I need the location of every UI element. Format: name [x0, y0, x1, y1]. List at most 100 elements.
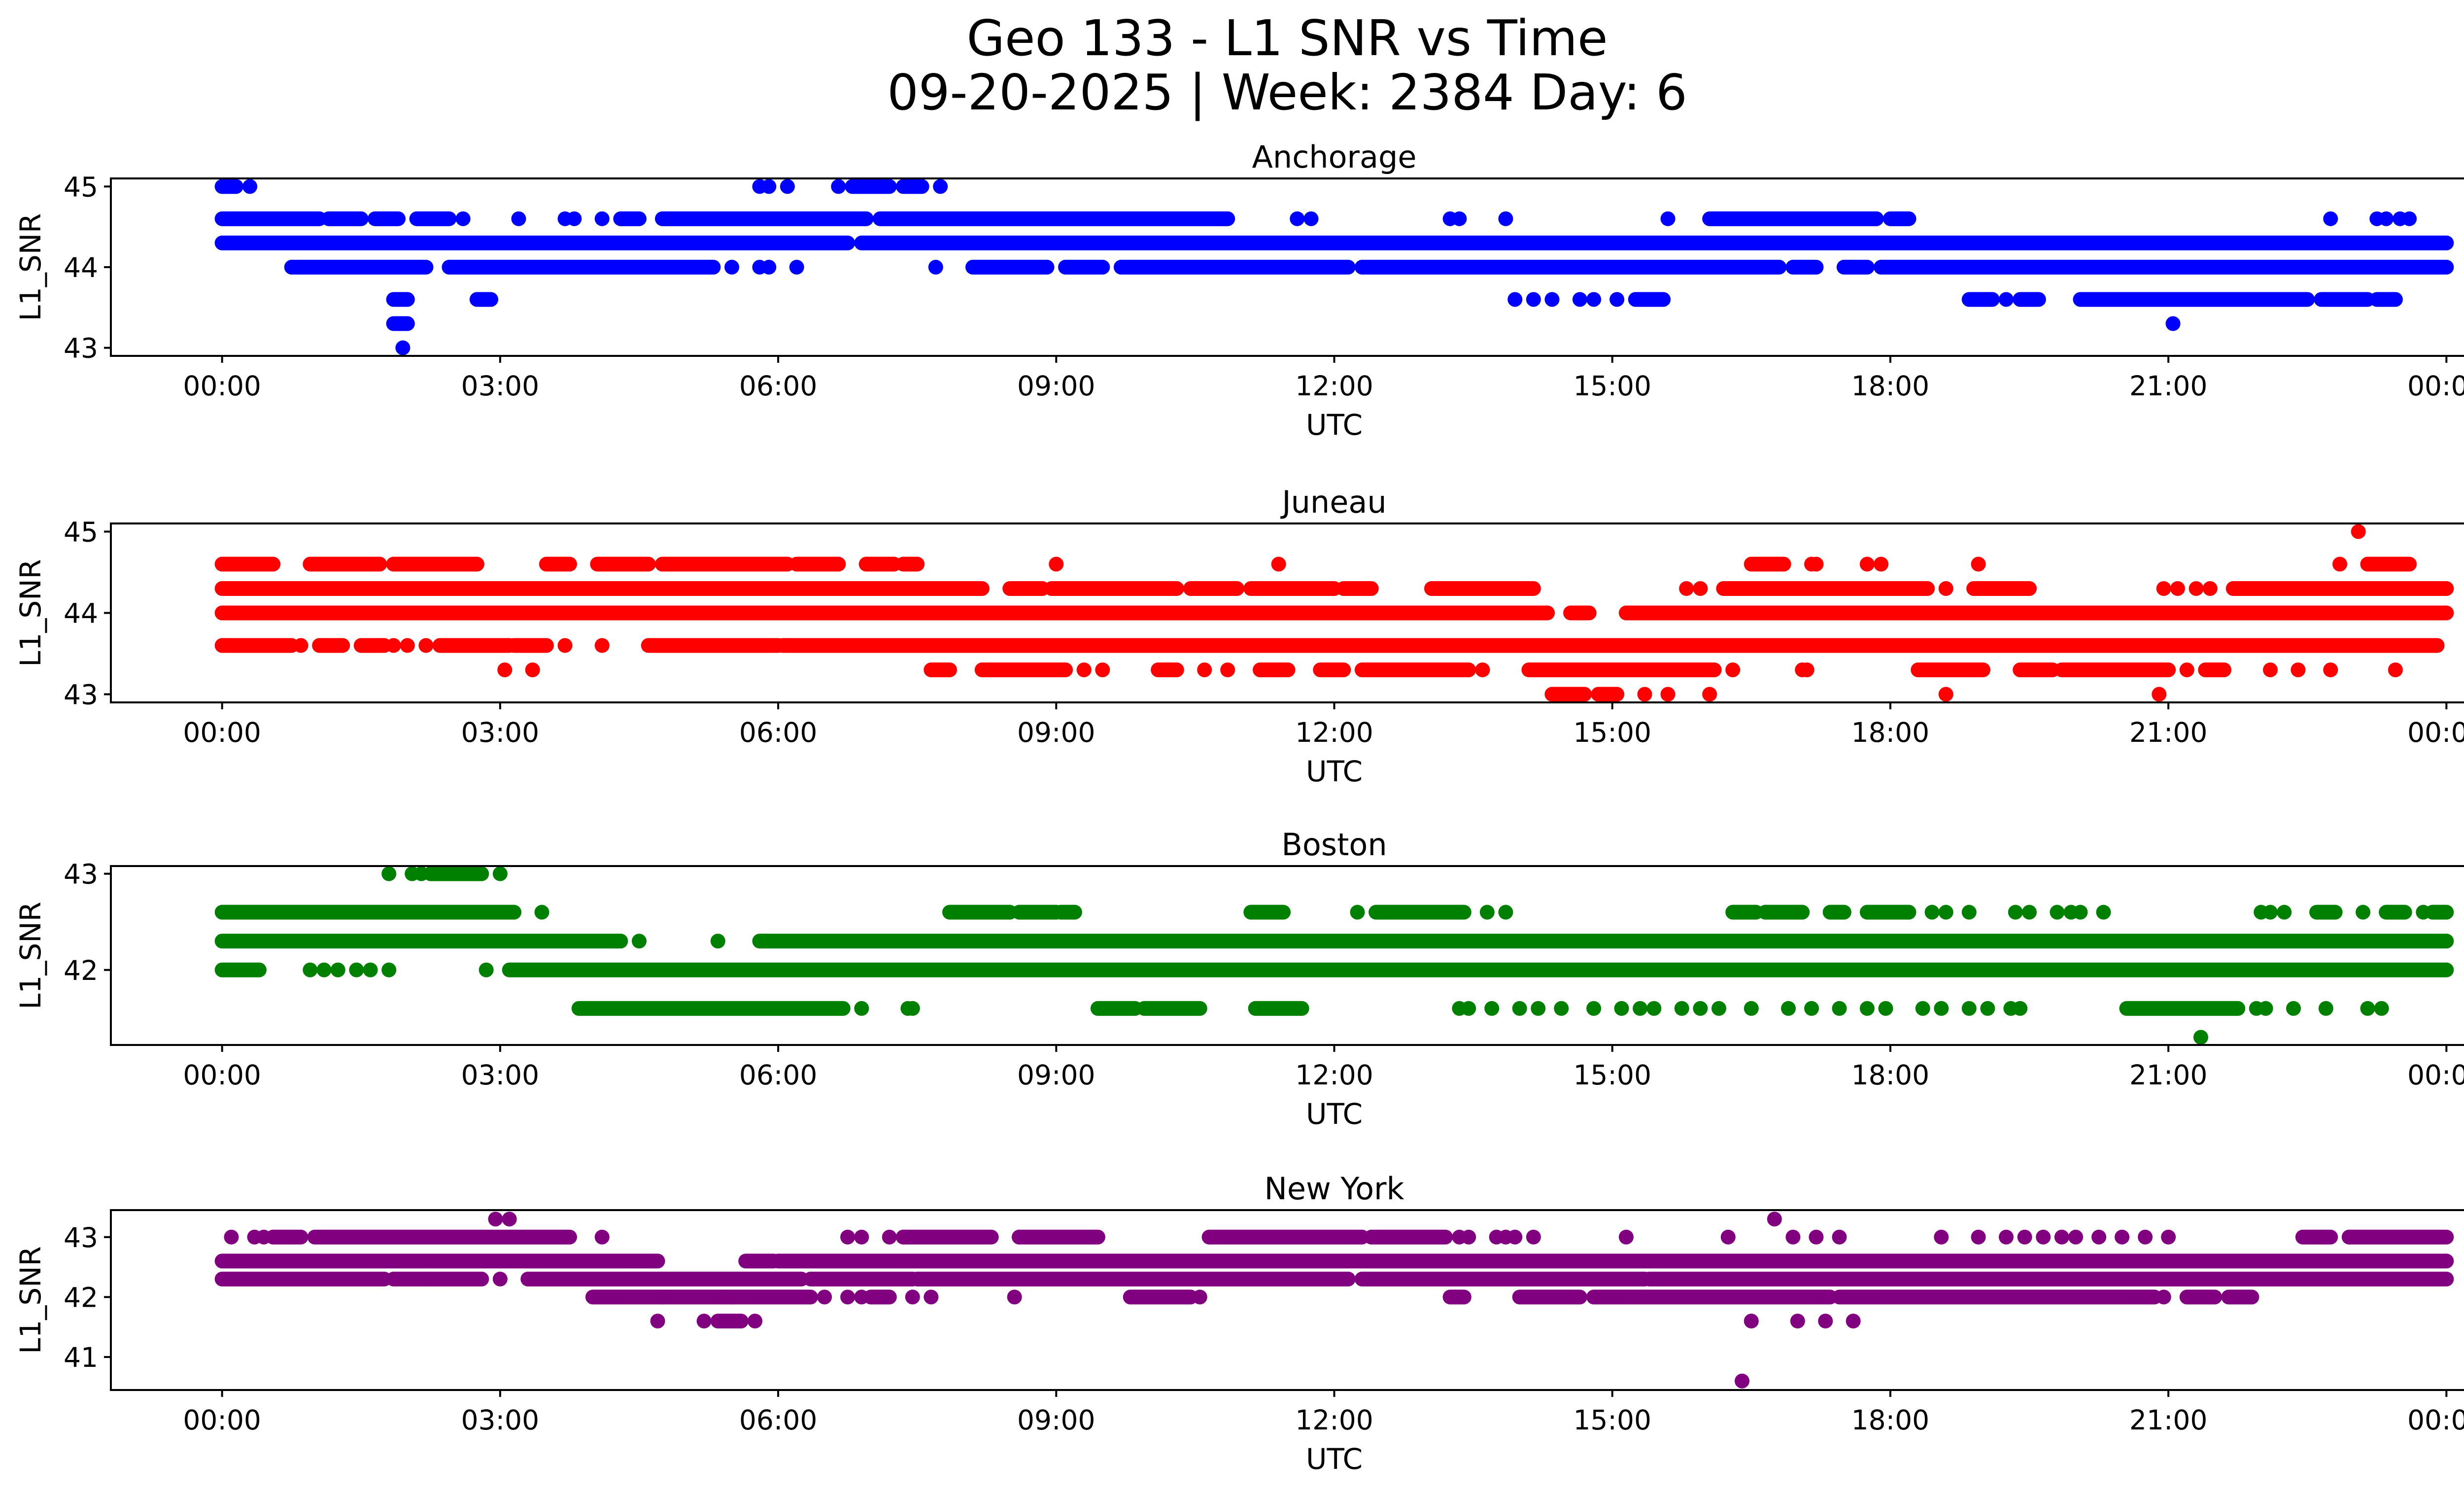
anchorage-point-44-6	[2379, 211, 2394, 226]
new-york-ytick-label: 43	[64, 1222, 98, 1253]
new-york-point-43	[256, 1229, 272, 1245]
boston-point-42-6	[2096, 904, 2111, 920]
anchorage-point-43-6	[1544, 292, 1560, 307]
boston-point-41-6	[1961, 1001, 1977, 1016]
anchorage-ytick-label: 43	[64, 333, 98, 364]
boston-ylabel: L1_SNR	[14, 902, 47, 1009]
juneau-point-43-3	[497, 662, 513, 677]
juneau-point-43-3	[1220, 662, 1235, 677]
boston-point-42	[303, 962, 318, 977]
boston-point-run-43	[423, 866, 489, 881]
boston-point-41-6	[1915, 1001, 1930, 1016]
boston-panel: Boston 42 43 00:00 03:00 06:00 09:00 12:00 15:00…	[14, 827, 2464, 1131]
boston-point-41-6	[1633, 1001, 1648, 1016]
new-york-point-43	[1785, 1229, 1801, 1245]
juneau-point-run-43-3	[1253, 662, 1296, 677]
new-york-point-run-43	[1364, 1229, 1453, 1245]
anchorage-point-44-6	[2323, 211, 2338, 226]
juneau-point-43-6	[594, 638, 610, 653]
juneau-xtick-label: 06:00	[739, 717, 818, 748]
juneau-point-43-6	[386, 638, 401, 653]
boston-point-run-42-6	[214, 904, 522, 920]
juneau-point-43-3	[2262, 662, 2278, 677]
juneau-xtick-label: 18:00	[1851, 717, 1930, 748]
boston-point-42-3	[710, 934, 725, 949]
new-york-point-41-6	[696, 1314, 712, 1329]
anchorage-point-44	[724, 260, 740, 275]
juneau-point-43-3	[2388, 662, 2403, 677]
anchorage-point-run-44	[1113, 260, 1356, 275]
anchorage-point-run-43-6	[2314, 292, 2375, 307]
new-york-xtick-label: 00:00	[2407, 1404, 2464, 1436]
juneau-point-run-44-3	[1002, 581, 1050, 596]
juneau-point-run-44	[1618, 605, 2454, 621]
anchorage-xtick-label: 12:00	[1295, 370, 1373, 402]
anchorage-point-43-6	[1609, 292, 1625, 307]
anchorage-point-run-43-6	[2369, 292, 2403, 307]
boston-point-41-6	[1484, 1001, 1500, 1016]
juneau-point-45	[2351, 524, 2366, 539]
new-york-point-run-42-3	[803, 1271, 920, 1286]
juneau-point-run-44	[214, 605, 1555, 621]
anchorage-point-run-44-6	[872, 211, 1235, 226]
new-york-point-42-3	[492, 1271, 508, 1286]
juneau-point-run-44-6	[858, 556, 902, 572]
subplots: Anchorage 43 44 45 00:00 03:00 06:00 09:00 12:00…	[14, 139, 2464, 1476]
new-york-point-42	[924, 1289, 939, 1305]
juneau-point-44-6	[1271, 556, 1286, 572]
new-york-point-43	[224, 1229, 239, 1245]
anchorage-point-run-44-3	[214, 235, 856, 250]
juneau-ylabel: L1_SNR	[14, 559, 47, 667]
boston-point-42-6	[1938, 904, 1953, 920]
new-york-point-42	[724, 1289, 740, 1305]
juneau-point-run-44-6	[655, 556, 795, 572]
new-york-point-43	[882, 1229, 897, 1245]
juneau-point-43-3	[525, 662, 540, 677]
boston-point-42-3	[631, 934, 647, 949]
juneau-point-run-43-3	[924, 662, 958, 677]
new-york-point-run-43	[2341, 1229, 2454, 1245]
boston-point-41-6	[1980, 1001, 1995, 1016]
boston-point-41-6	[905, 1001, 920, 1016]
juneau-ytick-label: 45	[64, 517, 98, 548]
boston-point-42	[330, 962, 345, 977]
anchorage-point-44-6	[1303, 211, 1319, 226]
boston-point-run-42-6	[2425, 904, 2454, 920]
anchorage-point-44-6	[1498, 211, 1513, 226]
juneau-point-run-43-3	[1521, 662, 1722, 677]
new-york-point-run-43	[2295, 1229, 2338, 1245]
new-york-point-41-6	[650, 1314, 665, 1329]
juneau-point-run-43-3	[1313, 662, 1351, 677]
new-york-point-42	[905, 1289, 920, 1305]
boston-point-41-6	[1614, 1001, 1629, 1016]
boston-point-42-6	[2416, 904, 2431, 920]
new-york-points	[214, 1212, 2454, 1389]
boston-point-run-42-6	[1725, 904, 1764, 920]
anchorage-point-44	[761, 260, 777, 275]
new-york-xtick-label: 00:00	[183, 1404, 261, 1436]
boston-point-run-42-3	[752, 934, 2454, 949]
new-york-point-43	[2341, 1229, 2357, 1245]
anchorage-point-run-44	[284, 260, 434, 275]
new-york-point-43	[2017, 1229, 2032, 1245]
boston-point-41-6	[1461, 1001, 1476, 1016]
juneau-point-43-3	[1076, 662, 1092, 677]
juneau-point-run-44-6	[539, 556, 577, 572]
new-york-ylabel: L1_SNR	[14, 1246, 47, 1354]
juneau-point-run-44-6	[789, 556, 846, 572]
new-york-xtick-label: 18:00	[1851, 1404, 1930, 1436]
juneau-point-run-43-3	[2013, 662, 2060, 677]
juneau-point-44-3	[1938, 581, 1953, 596]
boston-point-run-42-6	[1012, 904, 1064, 920]
anchorage-ytick-label: 45	[64, 171, 98, 203]
anchorage-point-43-6	[1507, 292, 1523, 307]
boston-point-41-6	[1832, 1001, 1847, 1016]
juneau-point-43	[2152, 687, 2167, 702]
new-york-point-43-3	[1767, 1212, 1782, 1227]
boston-point-42-6	[2356, 904, 2371, 920]
new-york-title: New York	[1265, 1171, 1404, 1207]
new-york-point-43	[1971, 1229, 1986, 1245]
new-york-point-42	[1007, 1289, 1022, 1305]
new-york-point-run-42	[863, 1289, 897, 1305]
juneau-point-43-6	[557, 638, 573, 653]
